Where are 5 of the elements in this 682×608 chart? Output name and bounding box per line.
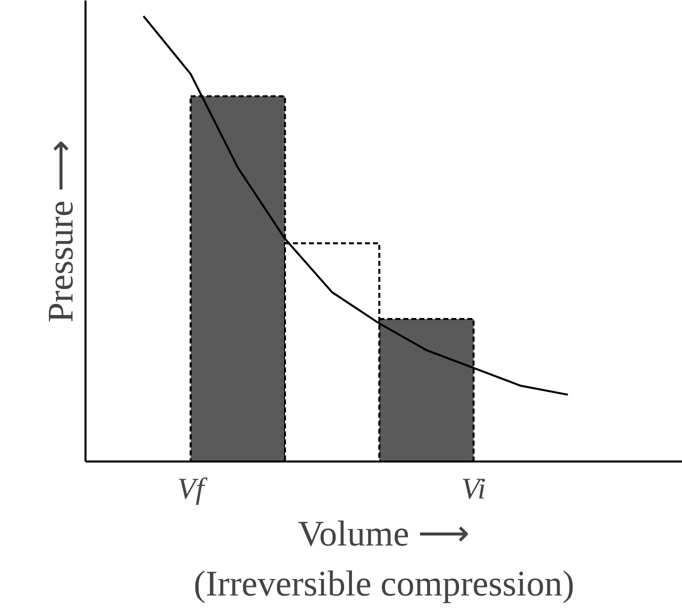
x-tick-label: Vf: [177, 472, 208, 506]
x-axis-title: Volume ⟶: [298, 514, 470, 554]
y-axis-title: Pressure ⟶: [40, 140, 80, 322]
text: (Irreversible compression): [194, 564, 574, 604]
x-tick-label: Vi: [461, 472, 486, 506]
